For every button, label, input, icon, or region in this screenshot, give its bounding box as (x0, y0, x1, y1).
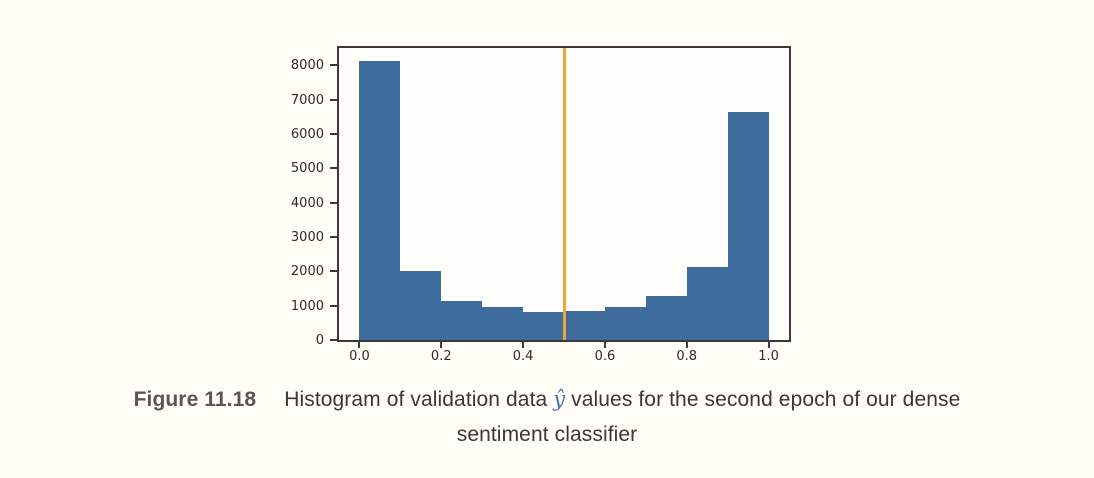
histogram-bar (564, 310, 605, 340)
y-tick-label: 1000 (290, 298, 324, 314)
y-tick-label: 4000 (290, 195, 324, 211)
y-tick-label: 8000 (290, 58, 324, 74)
x-tick-label: 0.8 (676, 349, 698, 364)
figure-number: Figure 11.18 (133, 388, 257, 411)
y-tick-label: 6000 (290, 126, 324, 142)
caption-text-line2: sentiment classifier (456, 423, 638, 446)
histogram-bar (359, 60, 401, 340)
histogram-bar (482, 307, 524, 340)
x-tick-mark (685, 342, 688, 348)
x-tick-label: 0.2 (430, 349, 452, 364)
caption-text-line1-after: values for the second epoch of our dense (565, 388, 961, 411)
y-tick-label: 5000 (290, 161, 324, 177)
y-tick-mark (330, 98, 337, 101)
x-tick-mark (522, 342, 525, 348)
y-tick-mark (330, 339, 337, 341)
x-tick-label: 0.6 (594, 349, 616, 364)
y-tick-mark (330, 235, 337, 238)
histogram-bar (604, 307, 646, 340)
histogram-bar (686, 266, 728, 340)
histogram-bar (441, 301, 483, 340)
y-tick-label: 3000 (290, 229, 324, 245)
y-tick-mark (330, 167, 337, 170)
x-tick-mark (603, 342, 606, 348)
x-tick-mark (440, 342, 443, 348)
histogram-bar (523, 311, 564, 340)
histogram-bar (645, 296, 687, 340)
y-tick-mark (330, 304, 337, 307)
y-tick-label: 0 (315, 333, 324, 348)
x-tick-label: 1.0 (758, 349, 779, 364)
y-tick-mark (330, 201, 337, 204)
y-tick-mark (330, 270, 337, 273)
y-tick-mark (330, 132, 337, 135)
yhat-symbol: ŷ (553, 387, 566, 411)
x-tick-label: 0.4 (512, 349, 534, 364)
figure-caption: Figure 11.18 Histogram of validation data… (0, 382, 1094, 452)
y-tick-mark (330, 64, 337, 67)
y-tick-label: 2000 (290, 264, 324, 280)
histogram-bar (727, 111, 769, 340)
x-tick-label: 0.0 (349, 349, 370, 364)
caption-text-line1-before: Histogram of validation data (284, 388, 554, 411)
histogram-plot: 0 1000 2000 3000 4000 5000 6000 7000 8000 0.0 0.2 0… (291, 46, 791, 363)
x-tick-mark (767, 342, 770, 348)
threshold-vline (562, 48, 566, 340)
histogram-bar (400, 271, 442, 340)
y-tick-label: 7000 (290, 92, 324, 108)
x-tick-mark (358, 342, 361, 348)
